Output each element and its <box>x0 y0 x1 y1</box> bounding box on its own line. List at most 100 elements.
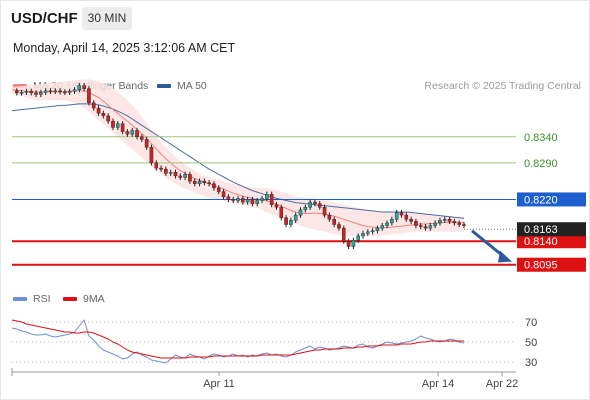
candle-body <box>144 139 149 148</box>
candle-body <box>241 198 245 203</box>
candle-body <box>29 91 34 94</box>
candle-body <box>284 217 288 225</box>
rsi-label: RSI <box>33 293 51 305</box>
candle-body <box>423 226 428 229</box>
candle-body <box>346 241 351 247</box>
candle-body <box>96 107 101 114</box>
candle-body <box>428 225 433 229</box>
candle-body <box>462 224 466 226</box>
x-tick-label-1: Apr 14 <box>422 378 454 390</box>
candle-body <box>120 123 125 132</box>
candle-body <box>125 131 130 135</box>
candle-body <box>341 227 346 242</box>
level-tag-4 <box>517 257 586 272</box>
ma50-label: MA 50 <box>177 80 207 92</box>
candle-body <box>63 91 67 94</box>
candle-body <box>265 194 269 199</box>
candle-body <box>409 219 413 222</box>
candle-body <box>457 222 461 225</box>
candle-body <box>322 207 327 216</box>
candle-body <box>130 130 135 135</box>
candle-body <box>173 172 178 177</box>
candle-body <box>72 89 77 92</box>
candle-body <box>356 235 361 241</box>
candle-body <box>404 214 409 220</box>
timestamp: Monday, April 14, 2025 3:12:06 AM CET <box>13 41 236 55</box>
timeframe-selector[interactable]: 30 MIN <box>82 7 132 30</box>
ma20-swatch-icon <box>13 84 27 88</box>
rsi-tick-label-2: 30 <box>525 357 537 369</box>
candle-body <box>115 123 120 128</box>
candle-body <box>414 221 418 226</box>
level-tag-3 <box>517 234 586 249</box>
candle-body <box>438 220 442 224</box>
candle-body <box>269 194 274 205</box>
candle-body <box>178 175 183 178</box>
candle-body <box>260 198 264 201</box>
candle-body <box>370 230 375 233</box>
candle-body <box>48 90 53 93</box>
candle-body <box>24 91 29 93</box>
research-credit: Research © 2025 Trading Central <box>424 80 581 92</box>
candle-body <box>399 212 404 216</box>
candle-body <box>447 219 452 222</box>
level-label-4: 0.8095 <box>524 260 558 272</box>
candle-body <box>43 90 48 93</box>
rsi-tick-label-0: 70 <box>525 317 537 329</box>
level-tag-2 <box>517 192 586 207</box>
candle-body <box>202 180 207 183</box>
x-tick-label-0: Apr 11 <box>203 378 235 390</box>
candle-body <box>337 224 341 229</box>
candle-body <box>274 204 279 208</box>
candle-body <box>168 172 173 174</box>
candle-body <box>442 219 447 221</box>
candle-body <box>216 187 221 192</box>
candle-body <box>255 200 260 204</box>
candle-body <box>313 201 317 204</box>
x-tick-label-2: Apr 22 <box>486 378 518 390</box>
candle-body <box>380 225 385 229</box>
candle-body <box>135 130 139 137</box>
candle-body <box>298 209 303 216</box>
candle-body <box>212 183 216 189</box>
candle-body <box>221 191 226 198</box>
candle-body <box>140 136 144 140</box>
candle-body <box>385 222 389 226</box>
level-label-3: 0.8140 <box>524 236 558 248</box>
candle-body <box>159 167 163 170</box>
candle-body <box>39 92 43 95</box>
candle-body <box>188 174 192 182</box>
candle-body <box>452 221 457 224</box>
candle-body <box>164 168 168 174</box>
candle-body <box>236 198 240 201</box>
ma50-line <box>11 103 465 219</box>
candle-body <box>226 196 231 200</box>
candle-body <box>375 227 380 231</box>
legend-rsi: RSI <box>13 293 51 305</box>
candle-body <box>67 91 72 93</box>
candle-body <box>279 207 284 218</box>
candle-body <box>293 214 298 221</box>
rsi-swatch-icon <box>13 297 27 301</box>
rsi-tick-label-1: 50 <box>525 337 537 349</box>
ma50-swatch-icon <box>157 84 171 88</box>
candle-body <box>87 88 91 104</box>
candle-body <box>149 147 154 164</box>
candle-body <box>106 115 110 122</box>
level-label-1: 0.8290 <box>524 158 558 170</box>
header-bar: USD/CHF 30 MIN <box>0 0 590 36</box>
ma9-swatch-icon <box>63 297 77 301</box>
ma20-line <box>11 89 465 229</box>
bollinger-band <box>12 79 464 236</box>
projection-arrowhead-icon <box>498 250 512 263</box>
current-price-label: 0.8163 <box>524 224 558 236</box>
candle-body <box>245 199 250 203</box>
candle-body <box>303 207 308 211</box>
candle-body <box>317 203 322 208</box>
candle-body <box>58 90 62 93</box>
candle-body <box>53 90 58 93</box>
candle-body <box>34 92 38 95</box>
candle-body <box>207 182 211 184</box>
candle-body <box>183 174 187 178</box>
